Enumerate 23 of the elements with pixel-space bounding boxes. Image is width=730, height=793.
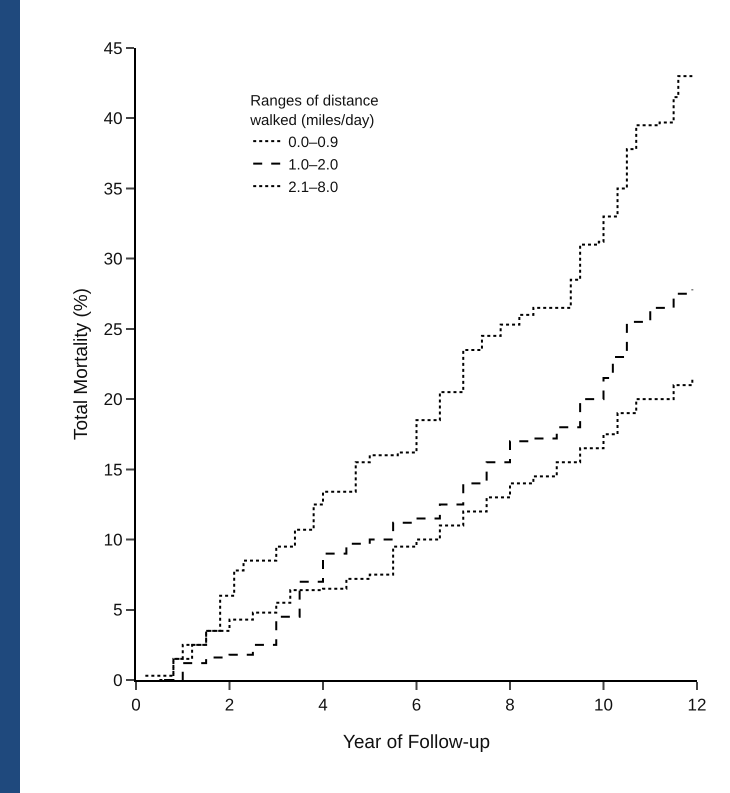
y-tick-label: 45 <box>104 38 123 58</box>
y-tick-label: 0 <box>113 670 123 690</box>
y-tick-label: 40 <box>104 109 123 128</box>
y-tick-label: 15 <box>104 460 123 480</box>
y-tick-label: 35 <box>104 179 123 198</box>
y-tick-label: 20 <box>104 390 123 410</box>
y-tick-label: 25 <box>104 320 123 339</box>
y-tick-label: 30 <box>104 250 123 269</box>
legend-title: Ranges of distance walked (miles/day) <box>249 92 379 129</box>
x-tick-label: 2 <box>224 695 234 714</box>
x-tick-label: 6 <box>412 695 422 714</box>
x-tick-label: 4 <box>318 695 328 714</box>
legend-label: 1.0–2.0 <box>288 156 338 174</box>
y-tick-label: 10 <box>104 530 123 550</box>
x-tick-label: 12 <box>688 695 706 714</box>
y-tick-label: 5 <box>113 600 123 620</box>
legend-label: 0.0–0.9 <box>288 134 338 152</box>
x-axis-title: Year of Follow-up <box>342 732 490 753</box>
legend-label: 2.1–8.0 <box>288 179 338 196</box>
x-tick-label: 0 <box>131 695 141 714</box>
x-tick-label: 10 <box>594 695 613 714</box>
y-axis-title: Total Mortality (%) <box>71 288 92 440</box>
x-tick-label: 8 <box>505 695 515 714</box>
